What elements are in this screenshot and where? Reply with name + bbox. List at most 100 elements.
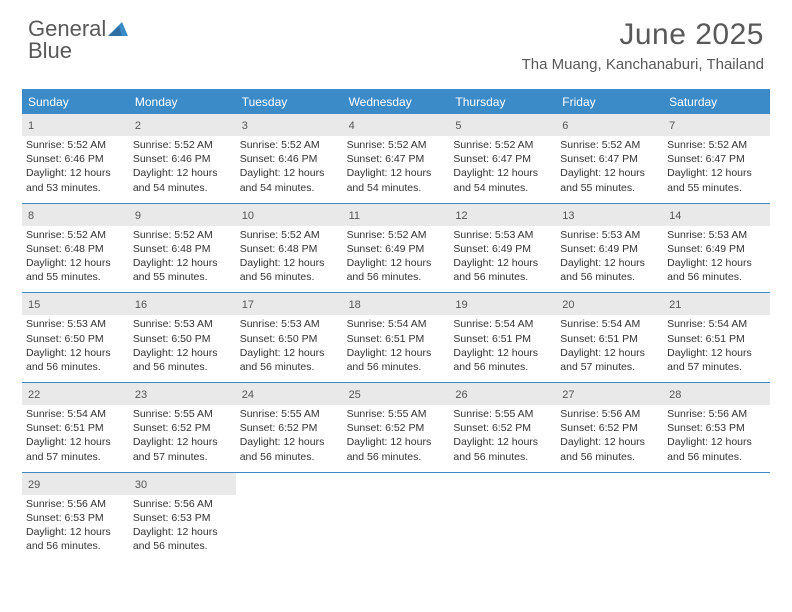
daylight-line: Daylight: 12 hours and 56 minutes. [133, 525, 232, 553]
header: General Blue June 2025 Tha Muang, Kancha… [0, 0, 792, 77]
calendar-day [343, 473, 450, 562]
sunrise-line: Sunrise: 5:53 AM [240, 317, 339, 331]
sunset-line: Sunset: 6:47 PM [560, 152, 659, 166]
day-number: 7 [669, 120, 675, 132]
day-body: Sunrise: 5:55 AMSunset: 6:52 PMDaylight:… [133, 407, 232, 464]
sunrise-line: Sunrise: 5:53 AM [560, 228, 659, 242]
sunset-line: Sunset: 6:48 PM [240, 242, 339, 256]
calendar-day: 11Sunrise: 5:52 AMSunset: 6:49 PMDayligh… [343, 204, 450, 293]
sunset-line: Sunset: 6:52 PM [347, 421, 446, 435]
day-number-bar: 21 [663, 293, 770, 315]
day-number: 15 [28, 299, 40, 311]
calendar-day: 12Sunrise: 5:53 AMSunset: 6:49 PMDayligh… [449, 204, 556, 293]
sunrise-line: Sunrise: 5:52 AM [240, 228, 339, 242]
calendar-day: 27 Sunrise: 5:56 AMSunset: 6:52 PMDayligh… [556, 383, 663, 472]
day-body: Sunrise: 5:52 AMSunset: 6:46 PMDaylight:… [26, 138, 125, 195]
day-body: Sunrise: 5:53 AMSunset: 6:49 PMDaylight:… [453, 228, 552, 285]
daylight-line: Daylight: 12 hours and 53 minutes. [26, 166, 125, 194]
sunrise-line: Sunrise: 5:52 AM [347, 228, 446, 242]
day-number: 11 [349, 210, 360, 222]
sunset-line: Sunset: 6:50 PM [133, 332, 232, 346]
sunset-line: Sunset: 6:51 PM [560, 332, 659, 346]
day-body: Sunrise: 5:55 AMSunset: 6:52 PMDaylight:… [453, 407, 552, 464]
sunrise-line: Sunrise: 5:54 AM [453, 317, 552, 331]
day-number-bar: 27 [556, 383, 663, 405]
day-number-bar: 15 [22, 293, 129, 315]
calendar-day: 23Sunrise: 5:55 AMSunset: 6:52 PMDayligh… [129, 383, 236, 472]
day-body: Sunrise: 5:52 AMSunset: 6:46 PMDaylight:… [240, 138, 339, 195]
sunset-line: Sunset: 6:53 PM [667, 421, 766, 435]
daylight-line: Daylight: 12 hours and 57 minutes. [667, 346, 766, 374]
calendar-day: 25Sunrise: 5:55 AMSunset: 6:52 PMDayligh… [343, 383, 450, 472]
day-number-bar: 28 [663, 383, 770, 405]
day-number: 17 [242, 299, 254, 311]
day-number-bar: 1 [22, 114, 129, 136]
sunrise-line: Sunrise: 5:53 AM [453, 228, 552, 242]
daylight-line: Daylight: 12 hours and 56 minutes. [26, 525, 125, 553]
day-body: Sunrise: 5:53 AMSunset: 6:50 PMDaylight:… [26, 317, 125, 374]
day-body: Sunrise: 5:52 AMSunset: 6:47 PMDaylight:… [453, 138, 552, 195]
day-number: 27 [562, 389, 574, 401]
sunset-line: Sunset: 6:47 PM [347, 152, 446, 166]
daylight-line: Daylight: 12 hours and 54 minutes. [133, 166, 232, 194]
day-body: Sunrise: 5:54 AMSunset: 6:51 PMDaylight:… [560, 317, 659, 374]
day-number-bar: 16 [129, 293, 236, 315]
sunrise-line: Sunrise: 5:55 AM [453, 407, 552, 421]
sunrise-line: Sunrise: 5:53 AM [26, 317, 125, 331]
weekday-header: Thursday [449, 91, 556, 114]
calendar-day: 18Sunrise: 5:54 AMSunset: 6:51 PMDayligh… [343, 293, 450, 382]
sunset-line: Sunset: 6:51 PM [667, 332, 766, 346]
daylight-line: Daylight: 12 hours and 56 minutes. [133, 346, 232, 374]
sunrise-line: Sunrise: 5:55 AM [240, 407, 339, 421]
calendar-day: 30Sunrise: 5:56 AMSunset: 6:53 PMDayligh… [129, 473, 236, 562]
day-number-bar: 24 [236, 383, 343, 405]
daylight-line: Daylight: 12 hours and 56 minutes. [240, 256, 339, 284]
weekday-header: Monday [129, 91, 236, 114]
weekday-header: Saturday [663, 91, 770, 114]
sunset-line: Sunset: 6:49 PM [667, 242, 766, 256]
daylight-line: Daylight: 12 hours and 54 minutes. [347, 166, 446, 194]
sunset-line: Sunset: 6:51 PM [347, 332, 446, 346]
sunset-line: Sunset: 6:49 PM [347, 242, 446, 256]
calendar-day: 9Sunrise: 5:52 AMSunset: 6:48 PMDaylight… [129, 204, 236, 293]
sunset-line: Sunset: 6:46 PM [133, 152, 232, 166]
title-block: June 2025 Tha Muang, Kanchanaburi, Thail… [522, 18, 764, 73]
day-number-bar: 29 [22, 473, 129, 495]
sunrise-line: Sunrise: 5:54 AM [26, 407, 125, 421]
day-number: 13 [562, 210, 574, 222]
sunrise-line: Sunrise: 5:54 AM [560, 317, 659, 331]
weekday-header: Tuesday [236, 91, 343, 114]
sunrise-line: Sunrise: 5:52 AM [347, 138, 446, 152]
daylight-line: Daylight: 12 hours and 56 minutes. [453, 256, 552, 284]
calendar-day: 8Sunrise: 5:52 AMSunset: 6:48 PMDaylight… [22, 204, 129, 293]
sunset-line: Sunset: 6:49 PM [453, 242, 552, 256]
day-number-bar: 9 [129, 204, 236, 226]
day-number: 22 [28, 389, 40, 401]
day-number: 8 [28, 210, 34, 222]
day-number-bar: 30 [129, 473, 236, 495]
calendar-week: 22Sunrise: 5:54 AMSunset: 6:51 PMDayligh… [22, 382, 770, 472]
day-number-bar: 8 [22, 204, 129, 226]
daylight-line: Daylight: 12 hours and 56 minutes. [240, 435, 339, 463]
day-body: Sunrise: 5:53 AMSunset: 6:49 PMDaylight:… [560, 228, 659, 285]
logo: General Blue [28, 18, 128, 62]
daylight-line: Daylight: 12 hours and 56 minutes. [453, 346, 552, 374]
sunrise-line: Sunrise: 5:55 AM [347, 407, 446, 421]
calendar-week: 15Sunrise: 5:53 AMSunset: 6:50 PMDayligh… [22, 292, 770, 382]
sunset-line: Sunset: 6:48 PM [133, 242, 232, 256]
day-number: 16 [135, 299, 147, 311]
day-number: 6 [562, 120, 568, 132]
sunset-line: Sunset: 6:49 PM [560, 242, 659, 256]
daylight-line: Daylight: 12 hours and 56 minutes. [453, 435, 552, 463]
daylight-line: Daylight: 12 hours and 55 minutes. [560, 166, 659, 194]
sunset-line: Sunset: 6:48 PM [26, 242, 125, 256]
daylight-line: Daylight: 12 hours and 56 minutes. [347, 346, 446, 374]
day-body: Sunrise: 5:56 AMSunset: 6:52 PMDaylight:… [560, 407, 659, 464]
sunrise-line: Sunrise: 5:52 AM [26, 138, 125, 152]
day-number: 26 [455, 389, 467, 401]
sunset-line: Sunset: 6:50 PM [26, 332, 125, 346]
day-number-bar: 3 [236, 114, 343, 136]
sunset-line: Sunset: 6:53 PM [133, 511, 232, 525]
daylight-line: Daylight: 12 hours and 56 minutes. [667, 256, 766, 284]
day-body: Sunrise: 5:55 AMSunset: 6:52 PMDaylight:… [347, 407, 446, 464]
